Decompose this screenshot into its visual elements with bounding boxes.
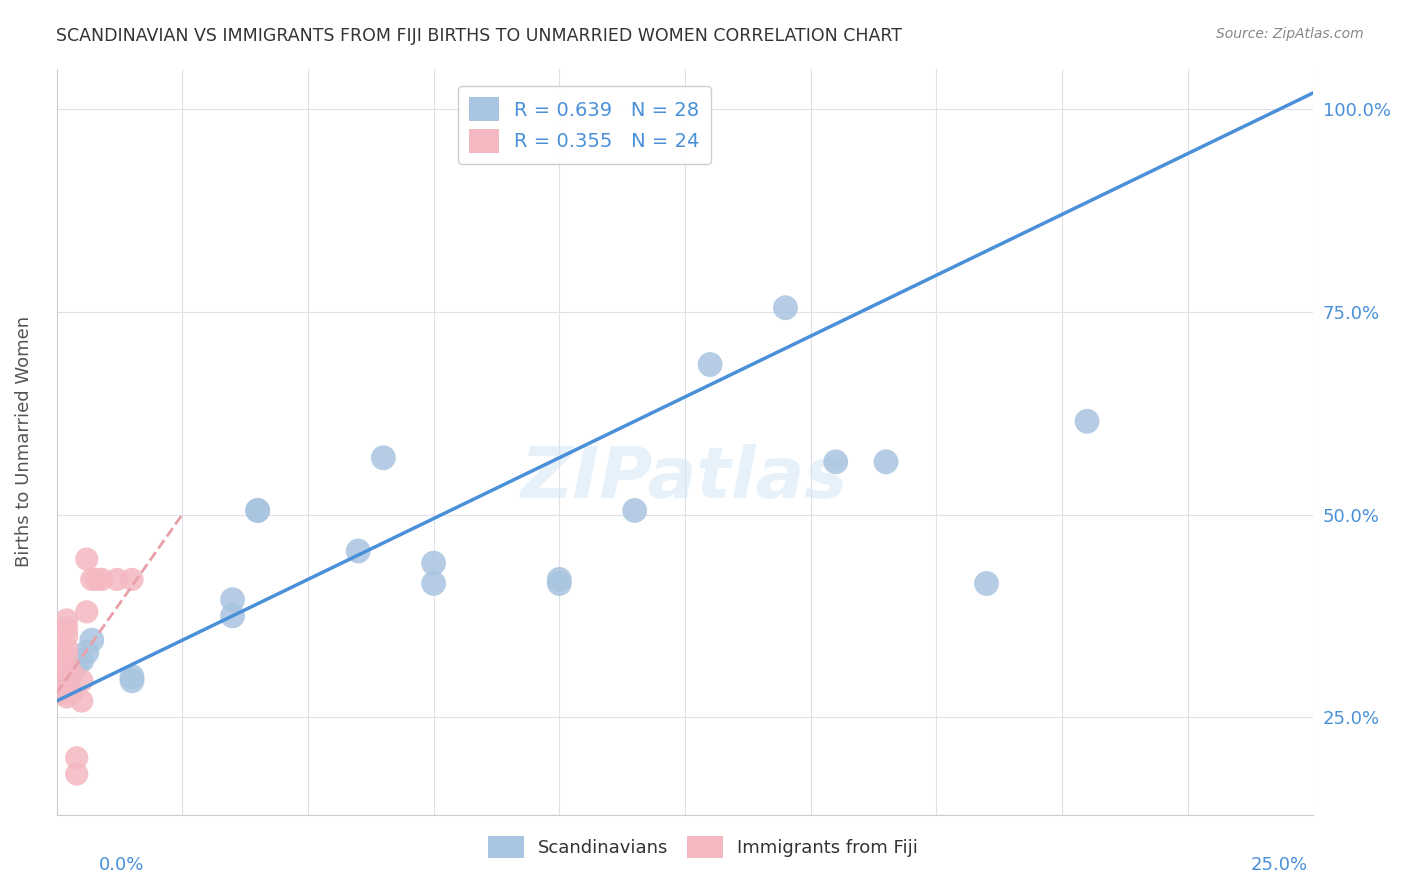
Point [51, 653, 73, 667]
Point [1076, 414, 1098, 428]
Point [80, 633, 103, 648]
Point [548, 576, 571, 591]
Point [51, 686, 73, 700]
Point [875, 455, 897, 469]
Point [60, 665, 83, 680]
Point [221, 608, 243, 623]
Point [775, 301, 797, 315]
Point [422, 576, 444, 591]
Point [66, 657, 89, 672]
Point [221, 592, 243, 607]
Point [422, 556, 444, 570]
Point [51, 670, 73, 684]
Text: 0.0%: 0.0% [98, 856, 143, 874]
Text: 25.0%: 25.0% [1250, 856, 1308, 874]
Point [373, 450, 395, 465]
Point [70, 694, 93, 708]
Point [80, 573, 103, 587]
Point [55, 662, 77, 676]
Text: ZIPatlas: ZIPatlas [522, 444, 849, 513]
Legend: R = 0.639   N = 28, R = 0.355   N = 24: R = 0.639 N = 28, R = 0.355 N = 24 [458, 86, 711, 164]
Point [623, 503, 645, 517]
Point [66, 751, 89, 765]
Point [347, 544, 370, 558]
Point [55, 641, 77, 656]
Point [55, 613, 77, 627]
Point [548, 573, 571, 587]
Point [699, 358, 721, 372]
Point [66, 767, 89, 781]
Point [976, 576, 998, 591]
Point [55, 649, 77, 664]
Point [121, 573, 143, 587]
Point [86, 573, 108, 587]
Point [246, 503, 269, 517]
Point [55, 629, 77, 643]
Point [76, 552, 98, 566]
Point [76, 605, 98, 619]
Text: Source: ZipAtlas.com: Source: ZipAtlas.com [1216, 27, 1364, 41]
Point [246, 503, 269, 517]
Point [90, 573, 112, 587]
Point [60, 665, 83, 680]
Point [55, 673, 77, 688]
Point [1226, 828, 1249, 842]
Point [60, 686, 83, 700]
Legend: Scandinavians, Immigrants from Fiji: Scandinavians, Immigrants from Fiji [481, 829, 925, 865]
Point [55, 621, 77, 635]
Point [105, 573, 128, 587]
Point [55, 690, 77, 704]
Point [121, 673, 143, 688]
Point [1001, 828, 1024, 842]
Point [51, 681, 73, 696]
Point [70, 673, 93, 688]
Text: SCANDINAVIAN VS IMMIGRANTS FROM FIJI BIRTHS TO UNMARRIED WOMEN CORRELATION CHART: SCANDINAVIAN VS IMMIGRANTS FROM FIJI BIR… [56, 27, 903, 45]
Point [70, 653, 93, 667]
Point [824, 455, 846, 469]
Point [51, 673, 73, 688]
Y-axis label: Births to Unmarried Women: Births to Unmarried Women [15, 316, 32, 567]
Point [76, 645, 98, 659]
Point [121, 670, 143, 684]
